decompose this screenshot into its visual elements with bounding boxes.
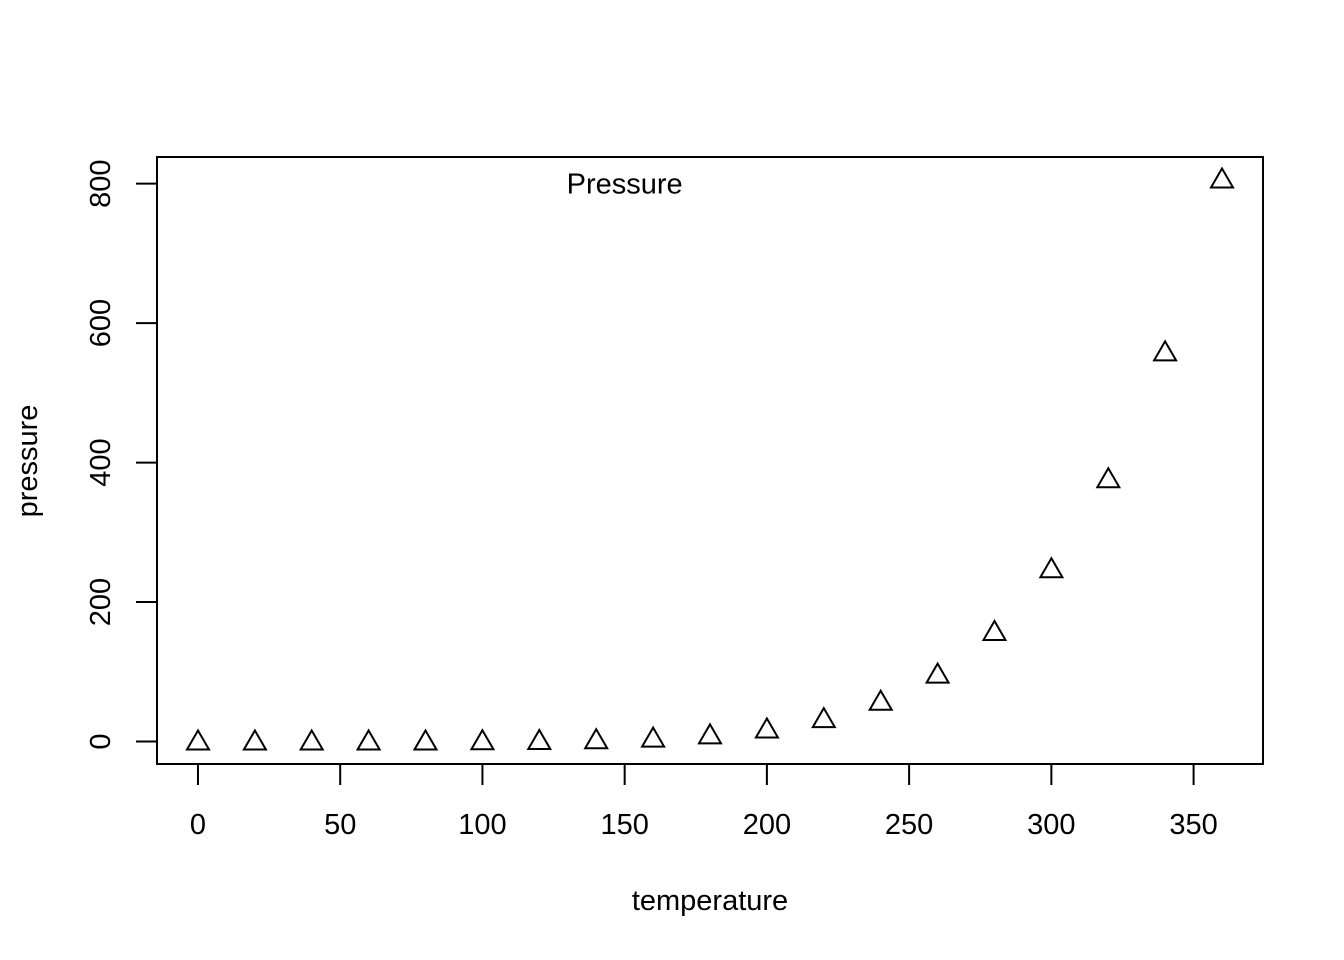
y-tick-label: 200 (85, 578, 117, 626)
data-point (1209, 166, 1235, 189)
data-point (526, 728, 553, 750)
data-point (355, 728, 382, 751)
x-tick-label: 0 (190, 809, 206, 841)
x-tick-label: 50 (324, 809, 356, 841)
chart-annotation: Pressure (567, 169, 683, 201)
data-point (1095, 466, 1122, 489)
data-point (697, 722, 723, 745)
data-point (1152, 339, 1178, 362)
y-axis: 0 200 400 600 800 (85, 159, 158, 750)
y-tick-label: 400 (85, 438, 117, 486)
data-point (640, 725, 666, 748)
x-tick-label: 250 (885, 809, 933, 841)
data-points (185, 166, 1235, 751)
data-point (754, 716, 780, 739)
y-axis-label: pressure (12, 405, 44, 518)
y-tick-label: 600 (85, 299, 117, 347)
x-tick-label: 350 (1169, 809, 1217, 841)
data-point (242, 728, 268, 751)
data-point (469, 728, 496, 751)
data-point (867, 688, 894, 711)
data-point (1038, 556, 1065, 579)
y-tick-label: 0 (85, 733, 117, 749)
x-tick-label: 200 (743, 809, 791, 841)
y-tick-label: 800 (85, 159, 117, 207)
data-point (412, 728, 439, 751)
x-axis: 0 50 100 150 200 250 300 350 (190, 763, 1218, 841)
x-axis-label: temperature (632, 885, 788, 917)
data-point (924, 661, 951, 684)
plot-frame (156, 156, 1264, 765)
data-point (811, 706, 837, 729)
data-point (583, 727, 609, 750)
data-point (185, 728, 211, 751)
data-point (298, 728, 325, 751)
data-point (981, 619, 1008, 641)
x-tick-label: 100 (458, 809, 506, 841)
x-tick-label: 150 (600, 809, 648, 841)
x-tick-label: 300 (1027, 809, 1075, 841)
